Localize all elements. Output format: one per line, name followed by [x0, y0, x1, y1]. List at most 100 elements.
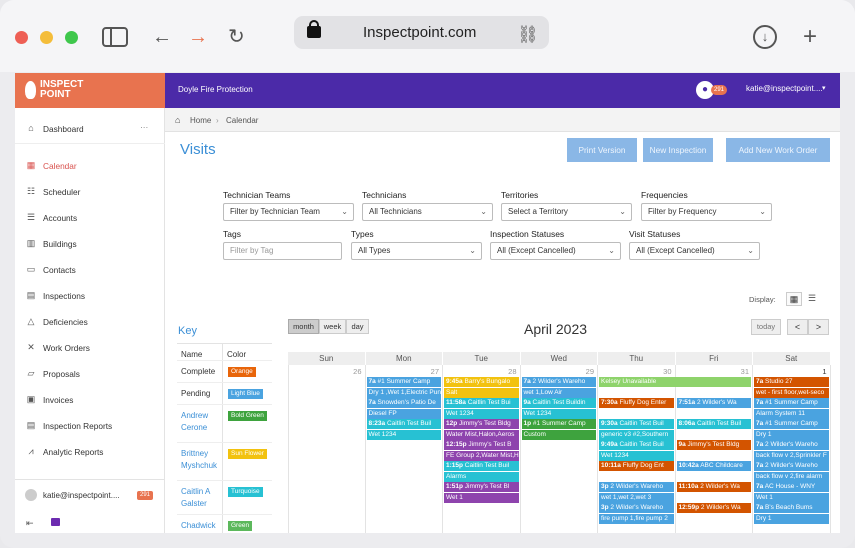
today-button[interactable]: today — [751, 319, 781, 335]
calendar-event[interactable]: 8:23a Caitlin Test Buil — [366, 419, 441, 429]
calendar-event[interactable]: back flow v 2,fire alarm — [754, 471, 829, 482]
download-icon[interactable]: ↓ — [753, 25, 777, 49]
list-view-icon[interactable]: ☰ — [807, 293, 817, 303]
calendar-event[interactable]: Wet 1234 — [521, 408, 596, 419]
calendar-event[interactable]: Wet 1234 — [366, 429, 441, 440]
week-view-button[interactable]: week — [319, 319, 346, 334]
key-row-name[interactable]: Brittney Myshchuk — [181, 449, 218, 470]
calendar-event[interactable]: wet 1,Low Air — [521, 387, 596, 398]
reload-icon[interactable]: ↻ — [228, 26, 245, 48]
sidebar-item-work-orders[interactable]: ✕ Work Orders — [15, 337, 165, 357]
home-icon[interactable]: ⌂ — [175, 115, 181, 125]
key-row-name[interactable]: Chadwick — [181, 521, 216, 530]
breadcrumb-home[interactable]: Home — [190, 116, 212, 125]
maximize-window-button[interactable] — [65, 31, 78, 44]
sidebar-item-scheduler[interactable]: ☷ Scheduler — [15, 181, 165, 201]
calendar-event[interactable]: 12p Jimmy's Test Bldg — [444, 419, 519, 429]
sidebar-toggle-icon[interactable] — [102, 27, 128, 47]
calendar-event[interactable]: 7:30a Fluffy Dog Enter — [599, 398, 674, 408]
calendar-event[interactable]: 7a #1 Summer Camp — [754, 419, 829, 429]
calendar-event[interactable]: 8:06a Caitlin Test Buil — [676, 419, 751, 429]
sidebar-item-inspections[interactable]: ▤ Inspections — [15, 285, 165, 305]
more-icon[interactable]: ··· — [140, 122, 149, 132]
calendar-event[interactable]: 9a Jimmy's Test Bldg — [676, 440, 751, 450]
inspection-statuses-select[interactable]: All (Except Cancelled) ⌄ — [490, 242, 621, 260]
calendar-event[interactable]: 3p 2 Wilder's Wareho — [599, 503, 674, 513]
key-row-name[interactable]: Andrew Cerone — [181, 411, 209, 432]
calendar-event[interactable]: 10:11a Fluffy Dog Ent — [599, 461, 674, 471]
calendar-event[interactable]: Alarm System 11 — [754, 408, 829, 419]
sidebar-item-inspection-reports[interactable]: ▤ Inspection Reports — [15, 415, 165, 435]
calendar-event[interactable]: wet - first floor,wet-seco — [754, 387, 829, 398]
calendar-event[interactable]: Wet 1234 — [444, 408, 519, 419]
sidebar-item-dashboard[interactable]: ⌂ Dashboard ··· — [15, 118, 165, 138]
calendar-event[interactable]: 10:42a ABC Childcare — [676, 461, 751, 471]
calendar-event[interactable]: Wet 1234 — [599, 450, 674, 461]
tags-input[interactable]: Filter by Tag — [223, 242, 342, 260]
sidebar-item-accounts[interactable]: ☰ Accounts — [15, 207, 165, 227]
calendar-event[interactable]: 1p #1 Summer Camp — [521, 419, 596, 429]
territories-select[interactable]: Select a Territory ⌄ — [501, 203, 632, 221]
inspectpoint-logo[interactable]: INSPECT POINT — [15, 73, 165, 108]
sidebar-item-invoices[interactable]: ▣ Invoices — [15, 389, 165, 409]
calendar-event[interactable]: Dry 1 ,Wet 1,Electric Pun — [366, 387, 441, 398]
sidebar-item-buildings[interactable]: ▥ Buildings — [15, 233, 165, 253]
avatar[interactable] — [25, 489, 37, 501]
calendar-event[interactable]: Wet 1 — [444, 492, 519, 503]
frequencies-select[interactable]: Filter by Frequency ⌄ — [641, 203, 772, 221]
calendar-event[interactable]: 9:30a Caitlin Test Buil — [599, 419, 674, 429]
new-inspection-button[interactable]: New Inspection — [643, 138, 713, 162]
calendar-event[interactable]: 7:51a 2 Wilder's Wa — [676, 398, 751, 408]
visit-statuses-select[interactable]: All (Except Cancelled) ⌄ — [629, 242, 760, 260]
types-select[interactable]: All Types ⌄ — [351, 242, 482, 260]
technician-teams-select[interactable]: Filter by Technician Team ⌄ — [223, 203, 354, 221]
add-work-order-button[interactable]: Add New Work Order — [726, 138, 830, 162]
link-icon[interactable]: ⛓ — [517, 25, 539, 44]
calendar-event[interactable]: 7a 2 Wilder's Wareho — [754, 440, 829, 450]
calendar-event[interactable]: 7a Snowden's Patio De — [366, 398, 441, 408]
calendar-event[interactable]: 1:15p Caitlin Test Buil — [444, 461, 519, 471]
sidebar-item-deficiencies[interactable]: △ Deficiencies — [15, 311, 165, 331]
print-version-button[interactable]: Print Version — [567, 138, 637, 162]
calendar-event[interactable]: 7a AC House - WNY — [754, 482, 829, 492]
forward-arrow-icon[interactable]: → — [188, 26, 208, 48]
calendar-event[interactable]: 9a Caitlin Test Buildin — [521, 398, 596, 408]
chevron-down-icon[interactable]: ▾ — [822, 85, 826, 92]
chat-icon[interactable] — [51, 518, 60, 526]
calendar-event[interactable]: Dry 1 — [754, 513, 829, 524]
calendar-event[interactable]: 7a B's Beach Bums — [754, 503, 829, 513]
footer-user[interactable]: katie@inspectpoint.... — [43, 491, 120, 500]
back-arrow-icon[interactable]: ← — [152, 26, 172, 48]
technicians-select[interactable]: All Technicians ⌄ — [362, 203, 493, 221]
close-window-button[interactable] — [15, 31, 28, 44]
calendar-event[interactable]: Water Mist,Halon,Aeros — [444, 429, 519, 440]
day-view-button[interactable]: day — [346, 319, 369, 334]
calendar-event[interactable]: Custom — [521, 429, 596, 440]
new-tab-icon[interactable]: + — [803, 23, 818, 50]
month-view-button[interactable]: month — [288, 319, 319, 334]
calendar-day-cell[interactable]: 26 — [288, 365, 366, 533]
grid-view-icon[interactable]: ▦ — [786, 292, 802, 306]
sidebar-item-contacts[interactable]: ▭ Contacts — [15, 259, 165, 279]
address-bar[interactable] — [294, 16, 549, 49]
sidebar-item-proposals[interactable]: ▱ Proposals — [15, 363, 165, 383]
minimize-window-button[interactable] — [40, 31, 53, 44]
calendar-event[interactable]: Dry 1 — [754, 429, 829, 440]
calendar-event[interactable]: 7a 2 Wilder's Wareho — [754, 461, 829, 471]
calendar-event[interactable]: 7a 2 Wilder's Wareho — [521, 377, 596, 387]
calendar-event[interactable]: 11:10a 2 Wilder's Wa — [676, 482, 751, 492]
calendar-event[interactable]: wet 1,wet 2,wet 3 — [599, 492, 674, 503]
calendar-event[interactable]: 1:51p Jimmy's Test Bl — [444, 482, 519, 492]
calendar-event[interactable]: generic v3 #2,Southern — [599, 429, 674, 440]
calendar-event[interactable]: Kelsey Unavailable — [599, 377, 751, 387]
calendar-event[interactable]: Diesel FP — [366, 408, 441, 419]
calendar-event[interactable]: Salt — [444, 387, 519, 398]
calendar-event[interactable]: Alarms — [444, 471, 519, 482]
calendar-event[interactable]: back flow v 2,Sprinkler F — [754, 450, 829, 461]
calendar-event[interactable]: 7a Studio 27 — [754, 377, 829, 387]
calendar-event[interactable]: 7a #1 Summer Camp — [366, 377, 441, 387]
next-month-button[interactable]: > — [808, 319, 829, 335]
calendar-event[interactable]: 7a #1 Summer Camp — [754, 398, 829, 408]
collapse-icon[interactable]: ⇤ — [26, 518, 34, 528]
calendar-event[interactable]: 12:15p Jimmy's Test B — [444, 440, 519, 450]
